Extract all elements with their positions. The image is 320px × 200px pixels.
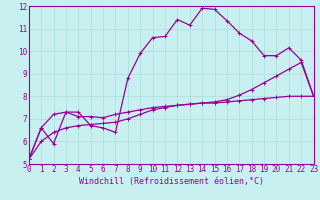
X-axis label: Windchill (Refroidissement éolien,°C): Windchill (Refroidissement éolien,°C) [79,177,264,186]
